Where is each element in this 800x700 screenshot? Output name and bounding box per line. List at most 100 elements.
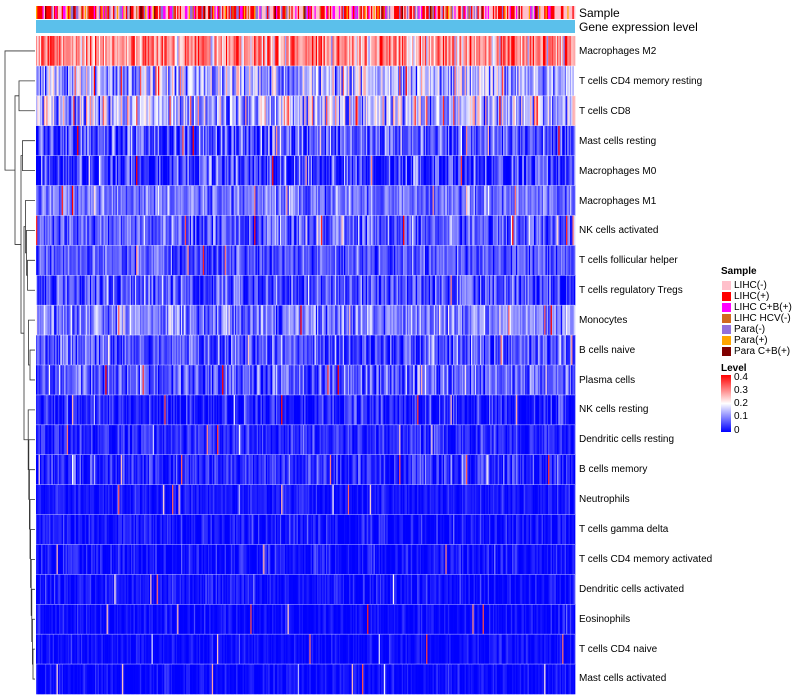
heatmap-cell [338,215,341,246]
heatmap-cell [464,125,467,156]
heatmap-cell [175,65,178,97]
sample-cell [77,6,79,19]
heatmap-cell [50,36,52,67]
heatmap-cell [255,185,258,216]
heatmap-cell [109,125,111,156]
sample-cell [435,6,437,19]
heatmap-cell [57,125,60,156]
heatmap-cell [36,155,38,186]
sample-cell [233,6,236,19]
heatmap-cell [286,185,288,216]
heatmap-cell [64,65,66,97]
sample-cell [86,6,88,19]
heatmap-cell [462,36,464,67]
heatmap-cell [105,65,107,97]
sample-cell [41,6,43,19]
sample-cell [386,6,388,19]
heatmap-cell [88,36,91,67]
heatmap-cell [60,185,63,216]
sample-cell [364,6,367,19]
heatmap-cell [361,155,364,186]
heatmap-cell [553,65,555,97]
heatmap-cell [187,185,190,216]
heatmap-cell [515,65,518,97]
sample-cell [279,6,282,19]
heatmap-cell [473,95,476,127]
heatmap-cell [509,185,512,216]
sample-cell [65,6,68,19]
heatmap-cell [206,95,209,127]
heatmap-cell [291,215,294,246]
heatmap-cell [559,65,562,97]
heatmap-cell [66,125,69,156]
heatmap-cell [333,155,336,186]
heatmap-cell [101,215,104,246]
heatmap-cell [243,95,246,127]
heatmap-cell [98,245,101,276]
heatmap-cell [403,36,405,67]
heatmap-cell [458,215,460,246]
heatmap-cell [41,95,43,127]
sample-cell [249,6,251,19]
heatmap-cell [219,65,222,97]
heatmap-cell [467,95,469,127]
heatmap-cell [568,36,571,67]
heatmap-cell [293,155,296,186]
heatmap-cell [165,95,168,127]
heatmap-cell [107,245,110,276]
heatmap-cell [282,36,285,67]
heatmap-cell [62,185,65,216]
sample-cell [370,6,373,19]
heatmap-cell [399,215,401,246]
heatmap-cell [491,95,494,127]
heatmap-cell [287,36,290,67]
heatmap-cell [554,65,557,97]
heatmap-cell [306,185,309,216]
heatmap-cell [134,125,137,156]
heatmap-cell [264,215,267,246]
heatmap-cell [124,95,127,127]
heatmap-cell [297,65,300,97]
heatmap-cell [431,95,433,127]
sample-cell [449,6,451,19]
heatmap-cell [178,36,181,67]
heatmap-cell [114,95,116,127]
heatmap-cell [418,185,421,216]
heatmap-cell [478,155,481,186]
heatmap-cell [160,125,163,156]
sample-cell [442,6,445,19]
heatmap-cell [342,125,345,156]
heatmap-cell [41,185,43,216]
heatmap-cell [449,185,451,216]
heatmap-cell [204,65,206,97]
sample-cell [417,6,419,19]
heatmap-cell [551,215,554,246]
heatmap-cell [128,215,131,246]
heatmap-cell [100,245,102,276]
heatmap-cell [274,215,277,246]
heatmap-cell [532,36,535,67]
heatmap-cell [151,95,154,127]
heatmap-cell [335,125,337,156]
heatmap-cell [450,65,453,97]
heatmap-cell [485,36,487,67]
heatmap-cell [37,185,39,216]
heatmap-cell [83,125,86,156]
heatmap-cell [97,65,100,97]
heatmap-cell [399,65,401,97]
heatmap-cell [231,155,233,186]
heatmap-cell [53,95,56,127]
heatmap-cell [508,95,510,127]
heatmap-cell [323,185,326,216]
heatmap-cell [567,155,569,186]
heatmap-cell [499,95,501,127]
heatmap-cell [501,215,504,246]
heatmap-cell [426,215,428,246]
heatmap-cell [363,95,365,127]
heatmap-cell [517,215,519,246]
heatmap-cell [385,155,387,186]
heatmap-cell [134,215,137,246]
heatmap-cell [426,95,428,127]
heatmap-cell [216,95,219,127]
heatmap-cell [572,155,575,186]
